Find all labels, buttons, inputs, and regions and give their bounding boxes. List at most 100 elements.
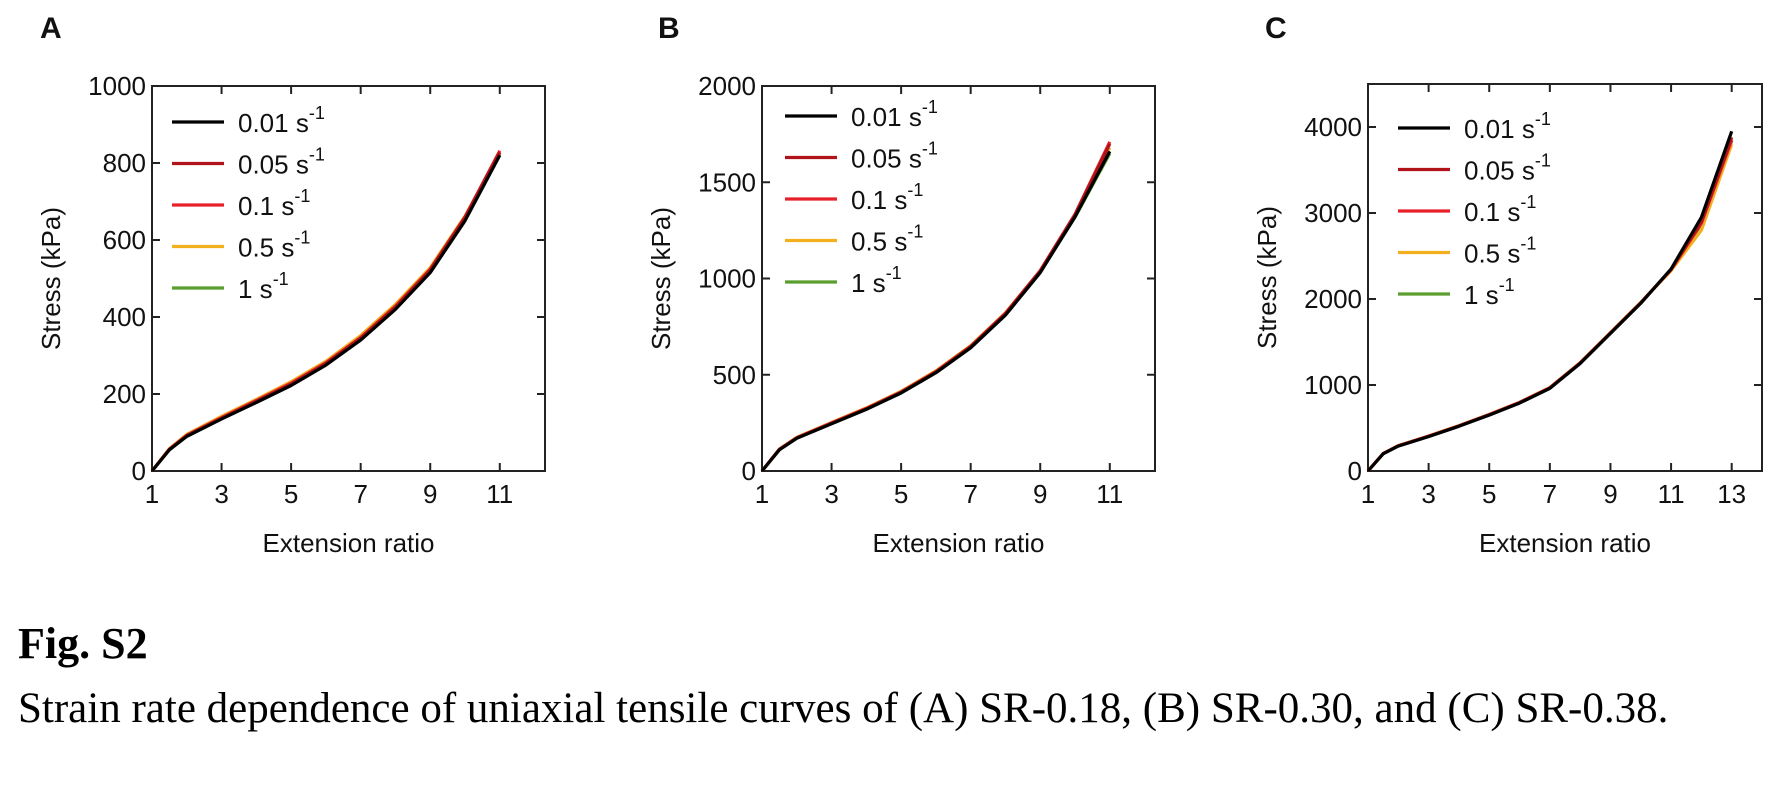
x-tick-label: 1 xyxy=(1361,479,1375,509)
x-tick-label: 11 xyxy=(1658,479,1685,509)
x-tick-label: 11 xyxy=(486,479,513,509)
legend-label: 0.05 s-1 xyxy=(1464,151,1551,186)
chart-panel-b: B 1 3 5 7 9 11 0 500 1000 1500 2000 Extension ratio S… xyxy=(646,12,1156,558)
y-tick-label: 2000 xyxy=(698,71,756,101)
x-tick-label: 9 xyxy=(423,479,437,509)
legend-rate: 0.1 s xyxy=(1464,197,1520,227)
x-tick-label: 7 xyxy=(1543,479,1557,509)
legend-label: 0.01 s-1 xyxy=(851,97,938,132)
x-tick-label: 9 xyxy=(1603,479,1617,509)
legend-rate: 0.01 s xyxy=(851,102,922,132)
legend-exponent: -1 xyxy=(294,228,310,248)
x-tick-label: 5 xyxy=(284,479,298,509)
legend-exponent: -1 xyxy=(922,97,938,117)
series-line-1-s-1 xyxy=(760,152,1112,472)
figure-caption: Strain rate dependence of uniaxial tensi… xyxy=(18,685,1669,732)
x-tick-label: 11 xyxy=(1096,479,1123,509)
legend-label: 0.1 s-1 xyxy=(238,186,310,221)
y-tick-label: 600 xyxy=(103,225,146,255)
y-tick-label: 500 xyxy=(713,360,756,390)
series-line-0-05-s-1 xyxy=(760,143,1112,473)
legend-label: 0.01 s-1 xyxy=(1464,109,1551,144)
legend-rate: 0.5 s xyxy=(238,233,294,263)
legend-rate: 0.1 s xyxy=(851,185,907,215)
legend-label: 0.5 s-1 xyxy=(238,228,310,263)
figure-label: Fig. S2 xyxy=(18,619,148,668)
plot-frame xyxy=(151,85,546,472)
y-tick-label: 1000 xyxy=(698,264,756,294)
chart-panel-a: A 1 3 5 7 9 11 0 200 400 600 800 1000 Extension ratio… xyxy=(36,12,546,558)
legend-label: 0.05 s-1 xyxy=(238,145,325,180)
x-axis-label: Extension ratio xyxy=(263,528,435,558)
series-line-0-5-s-1 xyxy=(150,152,502,472)
legend-rate: 0.01 s xyxy=(1464,114,1535,144)
legend-label: 1 s-1 xyxy=(1464,275,1515,310)
series-line-0-5-s-1 xyxy=(760,146,1112,472)
x-tick-label: 7 xyxy=(963,479,977,509)
series-line-0-05-s-1 xyxy=(150,151,502,473)
legend-rate: 0.5 s xyxy=(851,227,907,257)
x-axis-label: Extension ratio xyxy=(873,528,1045,558)
series-line-0-01-s-1 xyxy=(150,154,502,473)
legend-exponent: -1 xyxy=(1499,275,1515,295)
legend-exponent: -1 xyxy=(294,186,310,206)
legend-rate: 1 s xyxy=(851,268,886,298)
y-axis-label: Stress (kPa) xyxy=(1252,206,1282,349)
plot-frame xyxy=(1367,83,1763,472)
legend-label: 0.05 s-1 xyxy=(851,139,938,174)
legend-rate: 0.05 s xyxy=(238,150,309,180)
x-tick-label: 3 xyxy=(824,479,838,509)
legend-exponent: -1 xyxy=(309,145,325,165)
series-line-0-1-s-1 xyxy=(760,141,1112,472)
legend-label: 1 s-1 xyxy=(238,269,289,304)
legend-rate: 0.01 s xyxy=(238,108,309,138)
legend-exponent: -1 xyxy=(907,180,923,200)
legend-exponent: -1 xyxy=(886,263,902,283)
series-line-0-05-s-1 xyxy=(1366,136,1734,473)
legend-label: 0.5 s-1 xyxy=(851,222,923,257)
legend-rate: 1 s xyxy=(238,274,273,304)
y-tick-label: 2000 xyxy=(1304,284,1362,314)
y-tick-label: 400 xyxy=(103,302,146,332)
legend-label: 0.1 s-1 xyxy=(851,180,923,215)
series-line-1-s-1 xyxy=(150,153,502,472)
legend-label: 0.01 s-1 xyxy=(238,103,325,138)
x-tick-label: 5 xyxy=(894,479,908,509)
y-axis-label: Stress (kPa) xyxy=(646,207,676,350)
y-tick-label: 3000 xyxy=(1304,198,1362,228)
x-tick-label: 5 xyxy=(1482,479,1496,509)
y-tick-label: 200 xyxy=(103,379,146,409)
legend-exponent: -1 xyxy=(922,139,938,159)
legend-exponent: -1 xyxy=(907,222,923,242)
series-line-1-s-1 xyxy=(1366,140,1734,473)
x-tick-label: 3 xyxy=(214,479,228,509)
legend-exponent: -1 xyxy=(1535,151,1551,171)
panel-letter: C xyxy=(1265,12,1287,45)
legend-exponent: -1 xyxy=(1520,234,1536,254)
panel-letter: A xyxy=(40,12,62,45)
legend-exponent: -1 xyxy=(1520,192,1536,212)
x-axis-label: Extension ratio xyxy=(1479,528,1651,558)
x-tick-label: 3 xyxy=(1421,479,1435,509)
legend-exponent: -1 xyxy=(273,269,289,289)
y-tick-label: 0 xyxy=(132,456,146,486)
x-tick-label: 9 xyxy=(1033,479,1047,509)
x-tick-label: 1 xyxy=(755,479,769,509)
y-tick-label: 800 xyxy=(103,148,146,178)
legend-label: 0.1 s-1 xyxy=(1464,192,1536,227)
y-tick-label: 1000 xyxy=(1304,370,1362,400)
legend-label: 1 s-1 xyxy=(851,263,902,298)
y-tick-label: 1500 xyxy=(698,167,756,197)
legend-rate: 1 s xyxy=(1464,280,1499,310)
x-tick-label: 1 xyxy=(145,479,159,509)
x-tick-label: 7 xyxy=(353,479,367,509)
legend-rate: 0.5 s xyxy=(1464,239,1520,269)
y-tick-label: 4000 xyxy=(1304,112,1362,142)
series-line-0-01-s-1 xyxy=(760,150,1112,473)
legend-label: 0.5 s-1 xyxy=(1464,234,1536,269)
series-line-0-5-s-1 xyxy=(1366,143,1734,473)
panel-letter: B xyxy=(658,12,680,45)
y-axis-label: Stress (kPa) xyxy=(36,207,66,350)
x-tick-label: 13 xyxy=(1717,479,1746,509)
